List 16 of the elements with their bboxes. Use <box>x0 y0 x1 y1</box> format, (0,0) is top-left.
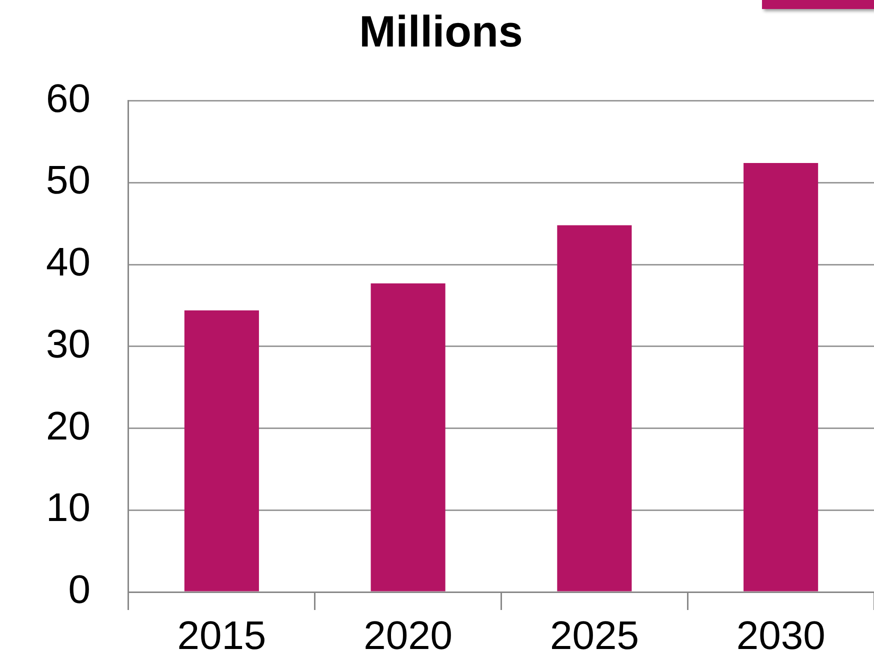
y-tick-label: 10 <box>46 486 90 530</box>
x-tick-label: 2015 <box>177 614 266 658</box>
x-tick-label: 2030 <box>736 614 826 658</box>
x-tick-label: 2020 <box>364 614 453 658</box>
y-tick-label: 60 <box>46 76 90 121</box>
y-tick-label: 40 <box>46 240 90 285</box>
y-tick-label: 0 <box>68 568 90 612</box>
bar <box>744 163 818 592</box>
chart-title: Millions <box>359 8 523 57</box>
bar <box>370 283 446 592</box>
y-tick-label: 50 <box>46 158 90 203</box>
x-tick-label: 2025 <box>550 614 639 658</box>
bar <box>557 225 632 592</box>
y-tick-label: 20 <box>46 404 90 448</box>
bar <box>184 310 259 592</box>
y-tick-label: 30 <box>46 322 90 366</box>
